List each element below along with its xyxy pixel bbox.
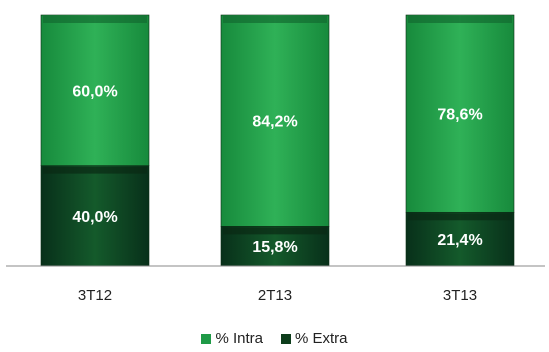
bar-edge-intra-3t12 bbox=[43, 16, 147, 23]
bar-intra-3t12 bbox=[40, 14, 150, 166]
legend: % Intra % Extra bbox=[0, 330, 549, 347]
legend-label-extra: % Extra bbox=[295, 330, 348, 347]
category-labels: 3T12 2T13 3T13 bbox=[78, 287, 477, 304]
legend-item-extra: % Extra bbox=[281, 330, 348, 347]
bar-extra-3t12 bbox=[40, 165, 150, 267]
bar-intra-3t13 bbox=[405, 14, 515, 213]
bar-intra-2t13 bbox=[220, 14, 330, 227]
legend-swatch-intra bbox=[201, 333, 212, 344]
bar-edge-intra-2t13 bbox=[223, 16, 327, 23]
category-label-3t12: 3T12 bbox=[78, 287, 112, 304]
category-label-3t13: 3T13 bbox=[443, 287, 477, 304]
category-label-2t13: 2T13 bbox=[258, 287, 292, 304]
data-label-intra-2t13: 84,2% bbox=[252, 114, 297, 131]
data-label-intra-3t13: 78,6% bbox=[437, 107, 482, 124]
bars-group: 40,0% 60,0% 15,8% 84,2% 21,4% 78,6% bbox=[40, 14, 515, 267]
legend-item-intra: % Intra bbox=[201, 330, 263, 347]
bar-extra-3t13 bbox=[405, 211, 515, 267]
legend-swatch-extra bbox=[281, 333, 291, 344]
bar-edge-extra-3t13 bbox=[408, 213, 512, 221]
legend-label-intra: % Intra bbox=[215, 330, 263, 347]
bar-edge-intra-3t13 bbox=[408, 16, 512, 23]
data-label-extra-3t12: 40,0% bbox=[72, 209, 117, 226]
data-label-extra-3t13: 21,4% bbox=[437, 232, 482, 249]
bar-edge-extra-3t12 bbox=[43, 166, 147, 174]
data-label-intra-3t12: 60,0% bbox=[72, 83, 117, 100]
data-label-extra-2t13: 15,8% bbox=[252, 239, 297, 256]
bar-edge-extra-2t13 bbox=[223, 227, 327, 235]
